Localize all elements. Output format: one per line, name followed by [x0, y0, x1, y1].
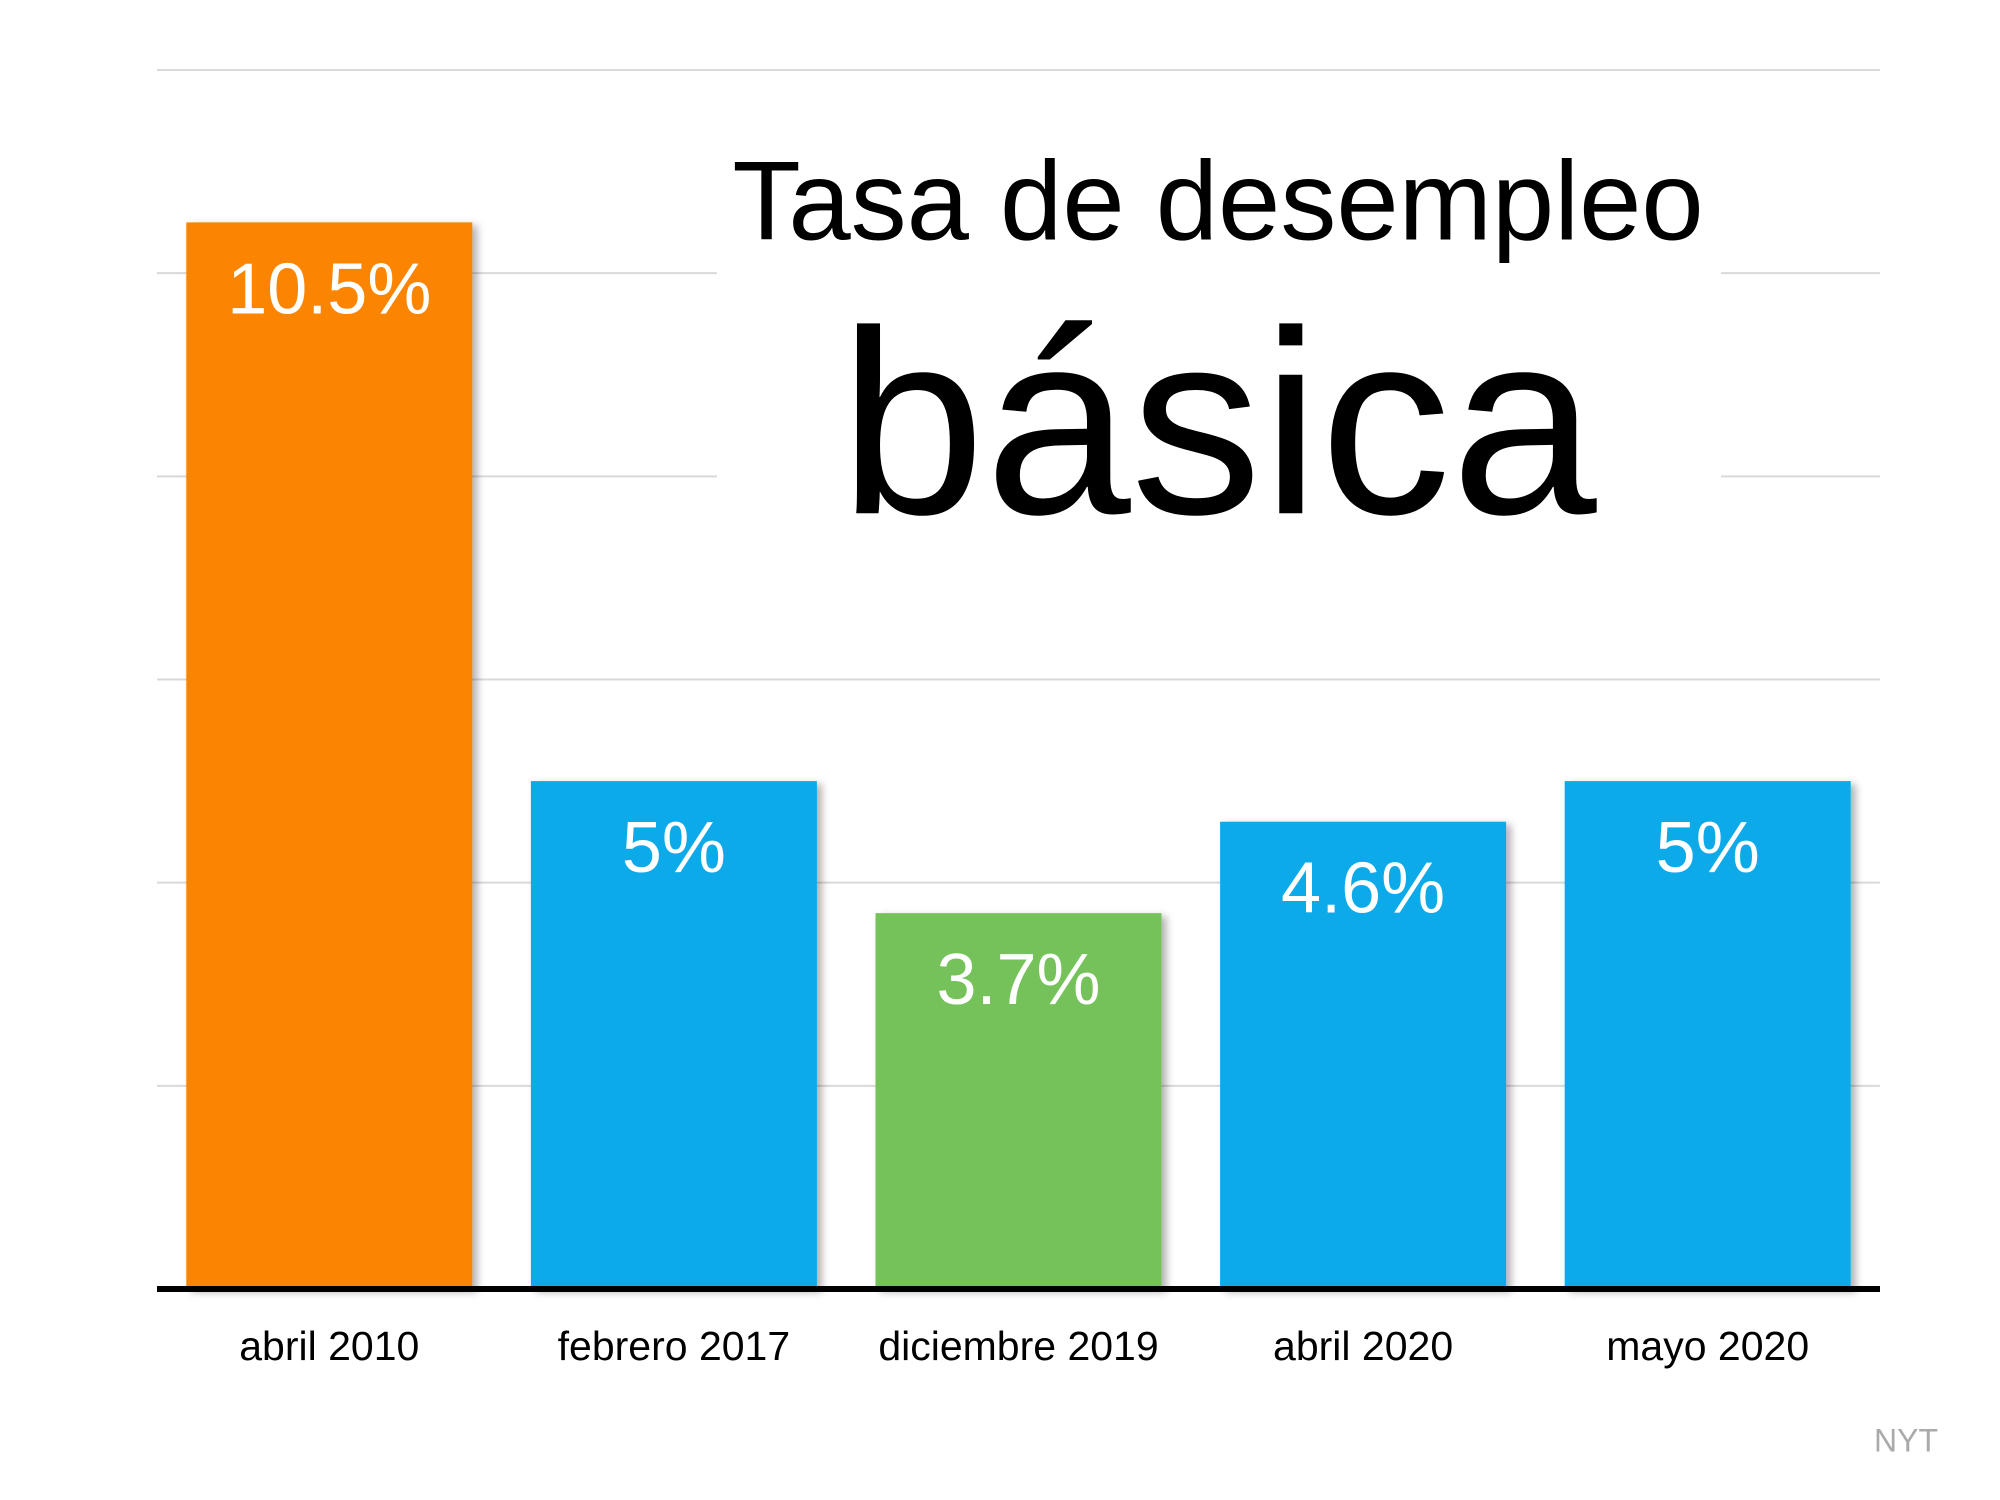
chart-title: Tasa de desempleo	[732, 139, 1703, 264]
bar	[1220, 821, 1507, 1289]
value-label: 10.5%	[227, 249, 431, 329]
value-label: 3.7%	[936, 940, 1100, 1020]
x-tick-label: diciembre 2019	[878, 1323, 1158, 1369]
bar	[875, 913, 1162, 1289]
x-tick-label: mayo 2020	[1606, 1323, 1809, 1369]
bar	[1564, 781, 1851, 1289]
value-label: 5%	[622, 808, 726, 888]
bar	[186, 222, 473, 1289]
chart-subtitle: básica	[839, 276, 1598, 569]
value-label: 4.6%	[1281, 849, 1445, 929]
bars: 10.5% 5% 3.7% 4.6% 5%	[186, 222, 1851, 1289]
x-tick-label: abril 2010	[239, 1323, 419, 1369]
x-tick-label: febrero 2017	[558, 1323, 791, 1369]
x-tick-label: abril 2020	[1273, 1323, 1453, 1369]
value-label: 5%	[1656, 808, 1760, 888]
bar	[530, 781, 817, 1289]
source: NYT	[1874, 1422, 1938, 1458]
title-backdrop	[717, 190, 1721, 590]
